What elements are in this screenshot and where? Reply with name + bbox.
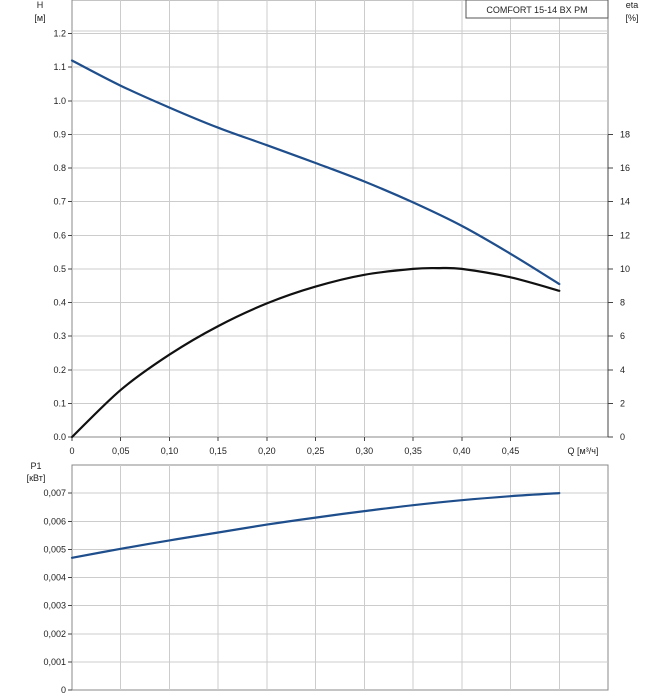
top-y-left-tick-label: 0.5: [53, 264, 66, 274]
top-y-left-tick-label: 0.9: [53, 129, 66, 139]
bottom-y-left-label-line1: P1: [30, 461, 41, 471]
top-y-right-tick-label: 14: [620, 197, 630, 207]
bottom-y-left-tick-label: 0: [61, 685, 66, 695]
top-y-left-tick-label: 0.3: [53, 331, 66, 341]
top-x-tick-label: 0,40: [453, 446, 471, 456]
power-curve-line: [70, 492, 561, 559]
efficiency-curve-line: [70, 266, 561, 439]
top-x-tick-label: 0,15: [209, 446, 227, 456]
top-plot-frame: [71, 0, 609, 438]
top-y-right-tick-label: 10: [620, 264, 630, 274]
top-y-right-label-line1: eta: [626, 0, 639, 10]
bottom-y-left-label-line2: [кВт]: [27, 473, 46, 483]
bottom-y-left-tick-label: 0,004: [43, 573, 66, 583]
top-y-left-tick-label: 0.6: [53, 230, 66, 240]
top-y-left-tick-label: 0.4: [53, 298, 66, 308]
top-y-right-label-line2: [%]: [625, 13, 638, 23]
top-x-tick-label: 0,35: [404, 446, 422, 456]
top-y-left-tick-label: 0.1: [53, 398, 66, 408]
top-y-left-label-line1: H: [37, 0, 44, 10]
bottom-y-left-tick-label: 0,006: [43, 516, 66, 526]
bottom-y-left-tick-label: 0,002: [43, 629, 66, 639]
legend-box-label: COMFORT 15-14 BX PM: [486, 5, 587, 15]
top-y-left-tick-label: 1.0: [53, 96, 66, 106]
top-x-tick-label: 0,30: [356, 446, 374, 456]
top-x-tick-label: 0,45: [502, 446, 520, 456]
top-x-tick-label: 0,25: [307, 446, 325, 456]
top-x-tick-label: 0,20: [258, 446, 276, 456]
top-x-tick-label: 0,05: [112, 446, 130, 456]
top-y-right-tick-label: 4: [620, 365, 625, 375]
top-y-right-tick-label: 2: [620, 398, 625, 408]
top-y-left-tick-label: 0.7: [53, 197, 66, 207]
top-y-left-tick-label: 0.2: [53, 365, 66, 375]
top-y-left-tick-label: 1.2: [53, 29, 66, 39]
legend-box: [465, 0, 609, 19]
top-y-right-tick-label: 6: [620, 331, 625, 341]
bottom-y-left-tick-label: 0,001: [43, 657, 66, 667]
head-curve-line: [70, 59, 561, 286]
top-x-tick-label: 0: [69, 446, 74, 456]
bottom-y-left-tick-label: 0,003: [43, 601, 66, 611]
bottom-y-left-tick-label: 0,007: [43, 488, 66, 498]
bottom-y-left-tick-label: 0,005: [43, 544, 66, 554]
top-y-left-tick-label: 0.8: [53, 163, 66, 173]
top-x-axis-label: Q [м³/ч]: [568, 446, 599, 456]
top-y-left-label-line2: [м]: [34, 13, 45, 23]
top-y-left-tick-label: 1.1: [53, 62, 66, 72]
top-x-tick-label: 0,10: [161, 446, 179, 456]
top-y-right-tick-label: 8: [620, 298, 625, 308]
top-y-right-tick-label: 0: [620, 432, 625, 442]
top-y-right-tick-label: 18: [620, 129, 630, 139]
top-y-right-tick-label: 16: [620, 163, 630, 173]
top-y-left-tick-label: 0.0: [53, 432, 66, 442]
top-y-right-tick-label: 12: [620, 230, 630, 240]
